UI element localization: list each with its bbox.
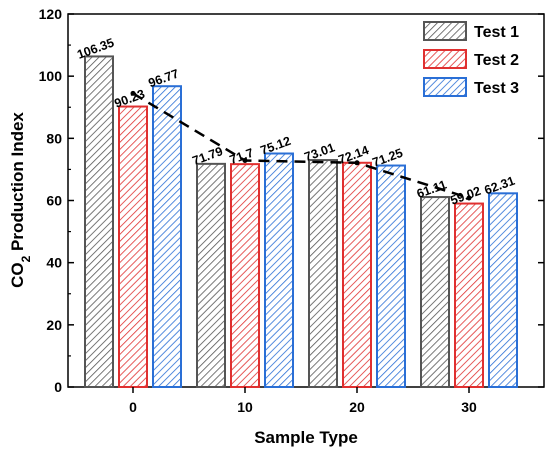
- y-axis-title: CO2 Production Index: [8, 112, 33, 288]
- y-axis-title-suffix: Production Index: [8, 112, 27, 256]
- bar-test-2-20: [342, 161, 372, 388]
- bar-test-3-0: [152, 85, 182, 389]
- y-tick-label: 20: [46, 317, 62, 333]
- trendline-point: [466, 195, 472, 201]
- y-tick-label: 80: [46, 130, 62, 146]
- legend-label: Test 1: [474, 24, 519, 41]
- bars-group: [84, 55, 518, 389]
- y-axis: 0 20 40 60 80 100 120: [39, 6, 544, 395]
- bar-test-2-30: [454, 202, 484, 388]
- x-tick-label: 0: [129, 399, 137, 415]
- legend-swatch-test-2: [423, 49, 467, 69]
- x-tick-label: 20: [349, 399, 365, 415]
- trendline-point: [354, 160, 360, 166]
- bar-test-3-20: [376, 164, 406, 388]
- x-axis-title: Sample Type: [254, 428, 358, 447]
- trendline-group: [130, 90, 472, 201]
- y-tick-label: 40: [46, 255, 62, 271]
- legend: Test 1 Test 2 Test 3: [423, 21, 519, 97]
- bar-test-3-10: [264, 152, 294, 388]
- y-axis-title-subscript: 2: [19, 255, 33, 262]
- bar-test-2-0: [118, 105, 148, 388]
- y-tick-label: 60: [46, 193, 62, 209]
- y-axis-title-prefix: CO: [8, 262, 27, 288]
- bar-test-2-10: [230, 163, 260, 388]
- legend-swatch-test-1: [423, 21, 467, 41]
- bar-test-3-30: [488, 192, 518, 388]
- x-axis: 0 10 20 30: [129, 387, 477, 415]
- bar-test-1-10: [196, 162, 226, 388]
- y-tick-label: 120: [39, 6, 63, 22]
- legend-label: Test 3: [474, 80, 519, 97]
- x-tick-label: 30: [461, 399, 477, 415]
- trendline-point: [242, 157, 248, 163]
- trendline: [132, 92, 470, 200]
- bar-test-1-30: [420, 196, 450, 388]
- trendline-point: [130, 90, 136, 96]
- bar-test-1-20: [308, 159, 338, 388]
- legend-label: Test 2: [474, 52, 519, 69]
- bar-test-1-0: [84, 55, 114, 389]
- legend-swatch-test-3: [423, 77, 467, 97]
- x-tick-label: 10: [237, 399, 253, 415]
- y-tick-label: 100: [39, 68, 63, 84]
- y-tick-label: 0: [54, 379, 62, 395]
